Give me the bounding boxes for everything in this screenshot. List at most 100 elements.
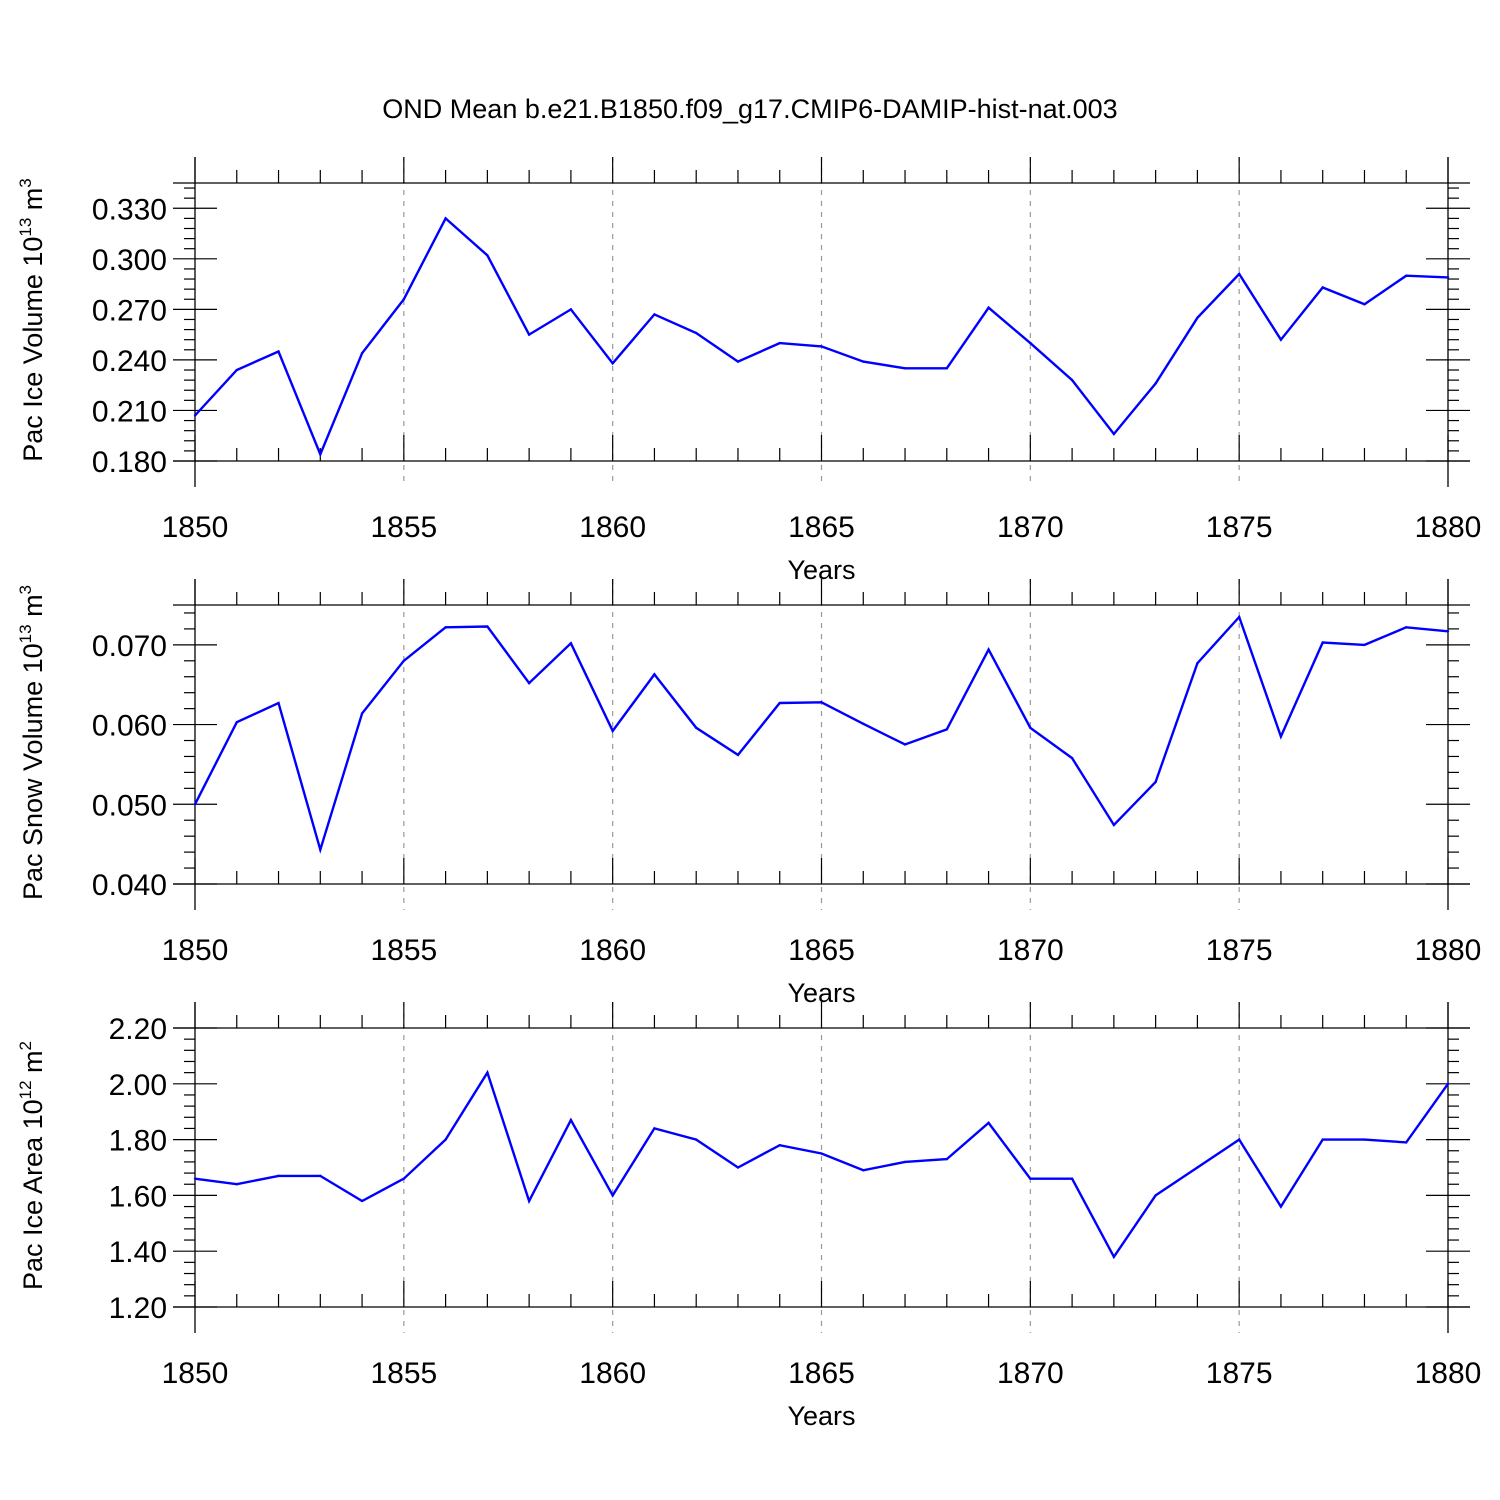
y-tick-label: 0.050: [92, 789, 167, 822]
y-tick-label: 1.60: [109, 1180, 167, 1213]
data-point: [1237, 615, 1241, 619]
y-label-text: Pac Ice Area 10: [18, 1099, 48, 1290]
data-point: [360, 351, 364, 355]
y-tick-label: 0.270: [92, 294, 167, 327]
x-tick-label: 1865: [788, 511, 855, 544]
data-point: [193, 414, 197, 417]
data-point: [987, 306, 990, 309]
x-tick-label: 1860: [579, 1357, 646, 1390]
data-point: [444, 217, 447, 220]
data-point: [1029, 726, 1032, 729]
y-label-text: m: [18, 594, 48, 624]
y-tick-label: 1.40: [109, 1236, 167, 1269]
data-point: [1154, 780, 1157, 784]
data-point: [319, 453, 322, 456]
data-point: [1070, 378, 1074, 382]
data-point: [444, 626, 447, 629]
y-tick-label: 0.060: [92, 710, 167, 743]
data-point: [736, 753, 740, 757]
y-tick-label: 0.070: [92, 630, 167, 663]
y-label-text: Pac Snow Volume 10: [18, 643, 48, 900]
x-tick-label: 1850: [162, 511, 229, 544]
data-point: [277, 350, 280, 353]
data-point: [778, 701, 781, 705]
data-point: [1279, 735, 1283, 738]
data-point: [277, 701, 280, 705]
panel-pac-ice-area: 1.20 1.40 1.60 1.80 2.00 2.20 1850 1855 1860 1865…: [16, 1002, 1481, 1431]
data-point: [235, 368, 238, 372]
data-point: [1321, 286, 1324, 289]
data-point: [945, 1157, 948, 1161]
data-point: [569, 308, 573, 311]
data-point: [1363, 1138, 1366, 1141]
data-point: [862, 1169, 865, 1172]
data-point: [945, 728, 948, 731]
chart-panels: 0.180 0.210 0.240 0.270 0.300 0.330 1850 1855 18…: [16, 157, 1481, 1431]
data-point: [1196, 661, 1199, 665]
data-point: [611, 729, 614, 733]
data-point: [277, 1174, 280, 1178]
x-tick-label: 1850: [162, 934, 229, 967]
y-label-text: Pac Ice Volume 10: [18, 237, 48, 462]
data-point: [527, 333, 531, 336]
y-tick-label: 0.240: [92, 345, 167, 378]
data-point: [695, 726, 698, 729]
series-line: [194, 1069, 1449, 1260]
y-tick-label: 2.00: [109, 1069, 167, 1102]
data-point: [1196, 316, 1199, 319]
data-point: [736, 360, 740, 363]
y-axis-label: Pac Ice Volume 1013 m3: [16, 178, 48, 462]
data-point: [360, 1199, 364, 1203]
data-point: [402, 659, 406, 662]
data-point: [1321, 641, 1324, 644]
data-point: [695, 331, 698, 335]
x-tick-label: 1865: [788, 934, 855, 967]
data-point: [1405, 1141, 1408, 1144]
data-point: [1405, 274, 1408, 277]
y-label-superscript: 3: [16, 585, 35, 594]
y-tick-label: 0.330: [92, 193, 167, 226]
y-label-superscript: 2: [16, 1041, 35, 1050]
y-label-superscript: 13: [16, 624, 35, 643]
x-tick-label: 1875: [1206, 1357, 1273, 1390]
data-point: [862, 722, 865, 725]
data-point: [736, 1166, 740, 1169]
data-point: [569, 642, 573, 645]
x-tick-label: 1875: [1206, 934, 1273, 967]
y-label-superscript: 3: [16, 178, 35, 187]
y-label-superscript: 13: [16, 218, 35, 237]
data-point: [1154, 382, 1157, 385]
x-tick-label: 1870: [997, 934, 1064, 967]
data-point: [1446, 630, 1450, 633]
data-point: [1112, 823, 1116, 827]
x-tick-label: 1860: [579, 934, 646, 967]
y-tick-label: 0.040: [92, 869, 167, 902]
x-tick-label: 1880: [1415, 934, 1482, 967]
chart-title: OND Mean b.e21.B1850.f09_g17.CMIP6-DAMIP…: [382, 94, 1117, 124]
x-tick-label: 1870: [997, 511, 1064, 544]
data-point: [987, 648, 990, 651]
data-point: [653, 313, 656, 316]
panel-pac-snow-volume: 0.040 0.050 0.060 0.070 1850 1855 1860 1865 1870…: [16, 579, 1481, 1008]
data-point: [486, 625, 489, 628]
x-tick-label: 1880: [1415, 1357, 1482, 1390]
data-point: [1363, 643, 1366, 647]
x-tick-label: 1850: [162, 1357, 229, 1390]
data-point: [1446, 1082, 1450, 1086]
x-axis-label: Years: [787, 1401, 855, 1431]
data-point: [820, 701, 823, 704]
data-point: [1446, 276, 1450, 279]
data-point: [235, 1183, 238, 1186]
data-point: [486, 1071, 489, 1074]
data-point: [611, 362, 614, 365]
data-point: [1029, 1177, 1032, 1180]
data-point: [486, 254, 489, 257]
y-tick-label: 1.80: [109, 1125, 167, 1158]
x-tick-label: 1855: [370, 511, 437, 544]
x-tick-label: 1880: [1415, 511, 1482, 544]
data-point: [569, 1118, 573, 1122]
x-tick-label: 1865: [788, 1357, 855, 1390]
data-point: [193, 1177, 197, 1180]
y-label-text: m: [18, 188, 48, 218]
